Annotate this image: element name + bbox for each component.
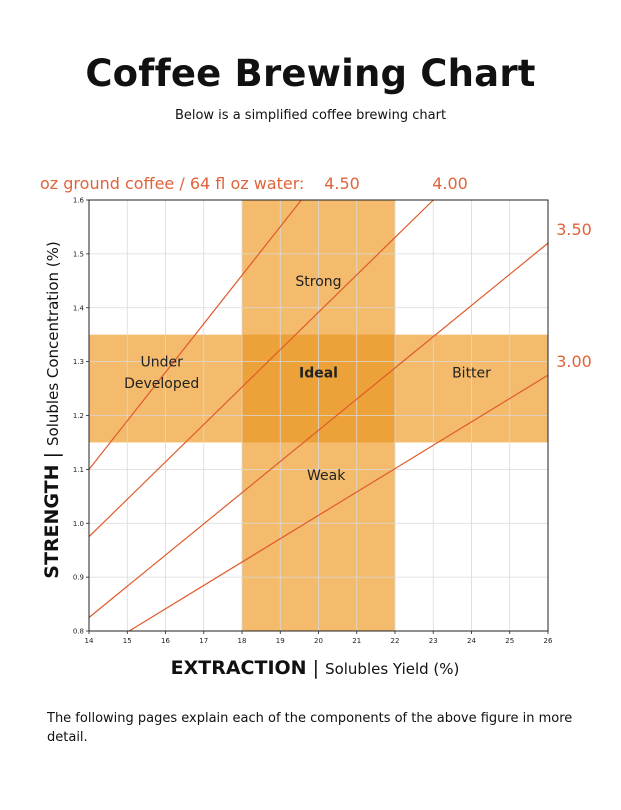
x-tick-label: 19 [276,637,285,645]
y-tick-label: 1.3 [73,358,84,366]
ratio-line-3.50 [88,242,549,618]
x-tick-label: 21 [352,637,361,645]
ratio-line-layer [88,199,549,632]
y-tick-label: 1.1 [73,466,84,474]
region-label: Strong [295,274,341,290]
x-tick-label: 26 [544,637,553,645]
ratio-line-4.50 [88,199,302,470]
x-tick-label: 24 [467,637,476,645]
y-axis-label: STRENGTH | Solubles Concentration (%) [41,241,63,578]
ratio-header: oz ground coffee / 64 fl oz water: [40,174,304,193]
region-label: Under [140,355,183,371]
label-layer: Strong Under Developed Ideal Bitter Weak oz gr… [40,174,592,679]
y-tick-label: 0.9 [73,574,84,582]
y-axis-label-rest: Solubles Concentration (%) [44,241,62,446]
x-tick-label: 17 [199,637,208,645]
region-label: Developed [124,376,199,392]
ratio-label-4.50: 4.50 [324,174,360,193]
y-tick-label: 1.0 [73,520,84,528]
y-tick-label: 0.8 [73,628,84,636]
x-tick-label: 23 [429,637,438,645]
grid-layer [88,199,549,632]
x-tick-label: 16 [161,637,170,645]
y-axis-label-bold: STRENGTH [41,464,63,578]
region-label: Weak [307,468,346,484]
footer-note: The following pages explain each of the … [47,711,573,745]
x-axis-label-separator: | [307,657,325,679]
x-tick-label: 14 [85,637,94,645]
page-title: Coffee Brewing Chart [85,52,536,95]
ratio-label-4.00: 4.00 [432,174,468,193]
x-tick-label: 25 [505,637,514,645]
y-tick-label: 1.2 [73,412,84,420]
ratio-label-3.00: 3.00 [556,352,592,371]
region-label: Bitter [452,365,491,381]
page-subtitle: Below is a simplified coffee brewing cha… [174,108,447,123]
x-axis-label: EXTRACTION | Solubles Yield (%) [171,657,460,679]
x-tick-label: 18 [238,637,247,645]
coffee-brewing-chart: 14 15 16 17 18 19 20 21 22 23 24 25 26 0.8 0.9 1.0 1.1 1.… [40,174,592,679]
y-tick-label: 1.5 [73,250,84,258]
x-axis-label-rest: Solubles Yield (%) [325,660,459,678]
y-tick-label: 1.4 [73,304,85,312]
x-axis-label-bold: EXTRACTION [171,657,307,679]
ratio-line-4.00 [88,199,434,538]
y-axis-label-separator: | [41,446,63,464]
ratio-line-3.00 [128,374,549,632]
x-tick-label: 20 [314,637,323,645]
axis-layer: 14 15 16 17 18 19 20 21 22 23 24 25 26 0.8 0.9 1.0 1.1 1.… [73,197,553,646]
y-tick-label: 1.6 [73,197,85,205]
x-tick-label: 22 [391,637,400,645]
region-label: Ideal [299,365,338,381]
x-tick-label: 15 [123,637,132,645]
ratio-label-3.50: 3.50 [556,220,592,239]
